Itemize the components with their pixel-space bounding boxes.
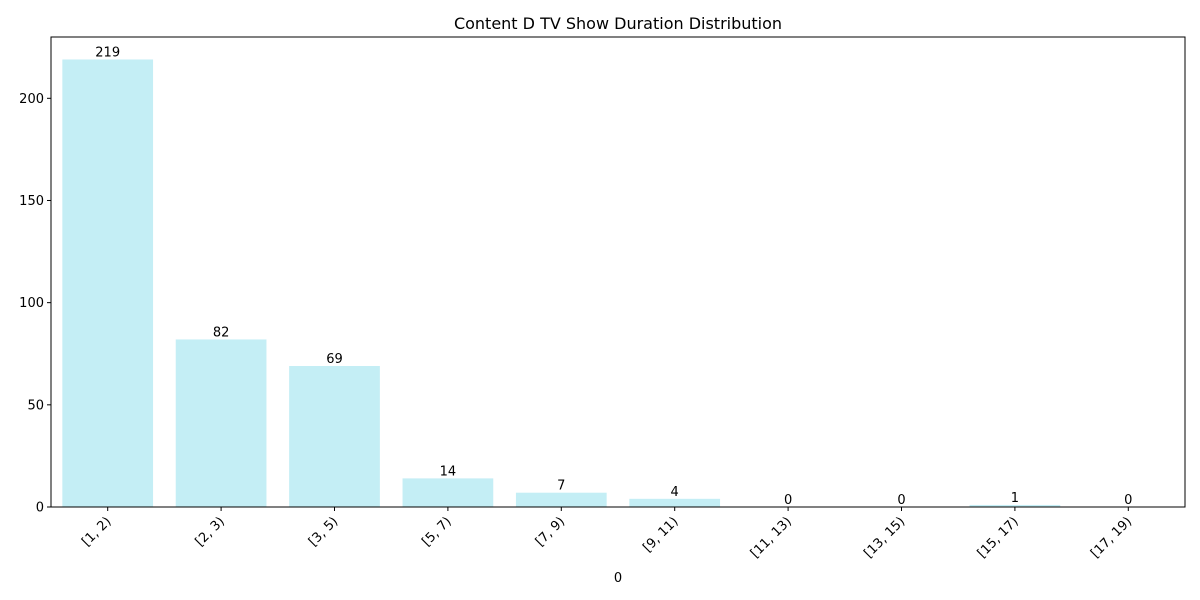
bar — [62, 59, 154, 507]
bar — [969, 504, 1061, 507]
y-tick-label: 50 — [27, 398, 44, 413]
bar-value-label: 82 — [213, 325, 230, 340]
x-tick-label: [5, 7) — [419, 514, 454, 549]
x-axis: [1, 2) [2, 3) [3, 5) [5, 7) [7, 9) [9, 11) [11… — [79, 507, 1135, 561]
bar-value-label: 69 — [326, 352, 343, 367]
bar — [289, 366, 380, 507]
x-tick-label: [9, 11) — [640, 514, 681, 555]
x-tick-label: [2, 3) — [193, 514, 228, 549]
y-tick-label: 150 — [19, 194, 44, 209]
bars-group — [62, 59, 1061, 507]
x-tick-label: [7, 9) — [533, 514, 568, 549]
y-axis: 0 50 100 150 200 — [19, 92, 51, 516]
bar — [402, 478, 494, 507]
bar-value-label: 7 — [557, 479, 565, 494]
bar-value-label: 219 — [95, 45, 120, 60]
bar — [515, 492, 607, 507]
x-tick-label: [3, 5) — [306, 514, 341, 549]
x-tick-label: [11, 13) — [748, 514, 795, 561]
bar-value-label: 4 — [671, 485, 679, 500]
chart-title: Content D TV Show Duration Distribution — [454, 14, 782, 33]
x-tick-label: [15, 17) — [975, 514, 1022, 561]
plot-frame — [50, 36, 1186, 508]
value-labels-group: 219 82 69 14 7 4 0 0 1 0 — [95, 45, 1132, 508]
y-tick-label: 100 — [19, 296, 44, 311]
x-tick-label: [17, 19) — [1088, 514, 1135, 561]
bar-value-label: 0 — [784, 493, 792, 508]
y-tick-label: 200 — [19, 92, 44, 107]
y-tick-label: 0 — [36, 501, 44, 516]
bar — [175, 339, 267, 507]
bar-value-label: 1 — [1011, 491, 1019, 506]
bar-value-label: 0 — [1124, 493, 1132, 508]
bar-value-label: 14 — [440, 464, 457, 479]
x-tick-label: [1, 2) — [79, 514, 114, 549]
x-axis-label: 0 — [614, 571, 622, 586]
bar-value-label: 0 — [897, 493, 905, 508]
x-tick-label: [13, 15) — [861, 514, 908, 561]
bar — [629, 498, 721, 507]
